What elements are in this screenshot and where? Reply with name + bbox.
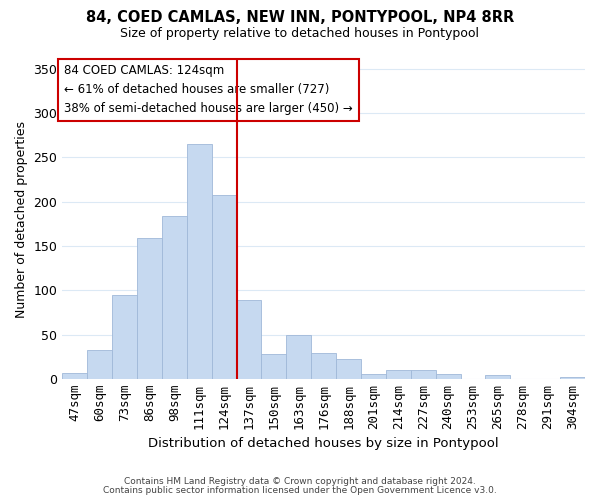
Bar <box>236 300 262 379</box>
Bar <box>262 354 286 379</box>
Bar <box>485 376 511 379</box>
Bar <box>212 194 236 379</box>
Text: Size of property relative to detached houses in Pontypool: Size of property relative to detached ho… <box>121 28 479 40</box>
Bar <box>311 353 336 379</box>
Bar <box>137 238 162 379</box>
X-axis label: Distribution of detached houses by size in Pontypool: Distribution of detached houses by size … <box>148 437 499 450</box>
Text: 84, COED CAMLAS, NEW INN, PONTYPOOL, NP4 8RR: 84, COED CAMLAS, NEW INN, PONTYPOOL, NP4… <box>86 10 514 25</box>
Bar <box>286 336 311 379</box>
Bar <box>436 374 461 379</box>
Bar <box>336 360 361 379</box>
Text: 84 COED CAMLAS: 124sqm
← 61% of detached houses are smaller (727)
38% of semi-de: 84 COED CAMLAS: 124sqm ← 61% of detached… <box>64 64 353 116</box>
Bar <box>162 216 187 379</box>
Bar <box>62 374 87 379</box>
Bar <box>386 370 411 379</box>
Bar <box>112 294 137 379</box>
Bar <box>187 144 212 379</box>
Bar <box>560 377 585 379</box>
Bar <box>411 370 436 379</box>
Text: Contains HM Land Registry data © Crown copyright and database right 2024.: Contains HM Land Registry data © Crown c… <box>124 477 476 486</box>
Bar <box>87 350 112 379</box>
Y-axis label: Number of detached properties: Number of detached properties <box>15 121 28 318</box>
Bar <box>361 374 386 379</box>
Text: Contains public sector information licensed under the Open Government Licence v3: Contains public sector information licen… <box>103 486 497 495</box>
